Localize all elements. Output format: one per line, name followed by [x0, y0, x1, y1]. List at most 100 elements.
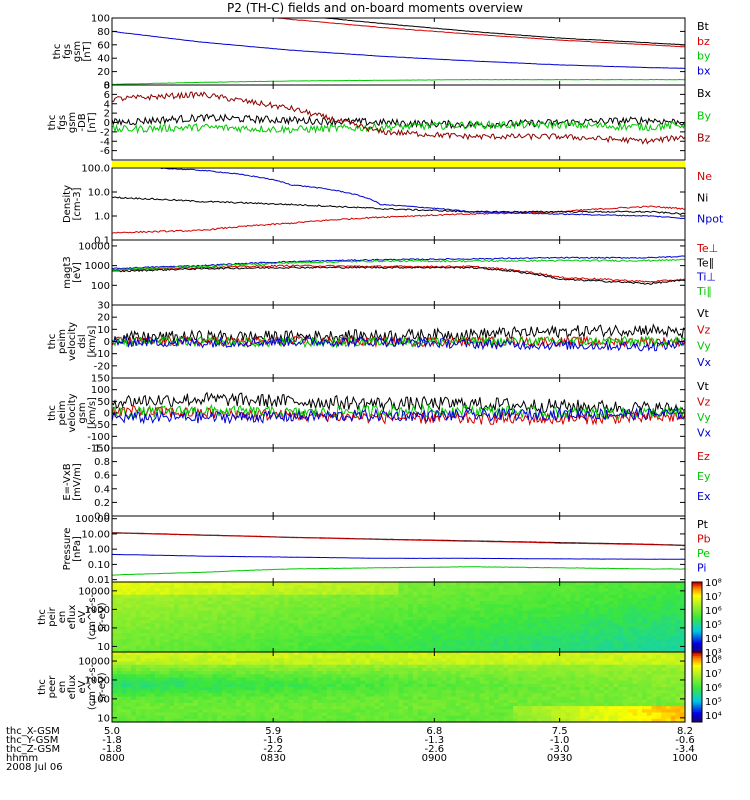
spectrogram-cell [159, 620, 166, 624]
spectrogram-cell [517, 652, 524, 656]
spectrogram-cell [298, 652, 304, 656]
spectrogram-cell [431, 655, 438, 659]
spectrogram-cell [403, 585, 409, 589]
spectrogram-cell [503, 667, 509, 672]
spectrogram-cell [632, 642, 638, 647]
spectrogram-cell [384, 613, 390, 618]
spectrogram-cell [326, 715, 333, 720]
spectrogram-cell [202, 648, 209, 653]
spectrogram-cell [436, 607, 443, 612]
y-axis-label-line: [nPa] [72, 536, 83, 562]
spectrogram-cell [441, 639, 447, 644]
spectrogram-cell [637, 604, 643, 609]
spectrogram-cell [536, 588, 543, 593]
yellow-status-bar-layer [112, 161, 685, 167]
spectrogram-cell [164, 645, 170, 650]
spectrogram-cell [264, 712, 271, 717]
spectrogram-cell [131, 601, 137, 605]
spectrogram-cell [570, 623, 576, 628]
spectrogram-cell [431, 690, 438, 694]
series-line-Vt [112, 391, 685, 418]
spectrogram-cell [336, 632, 342, 637]
spectrogram-cell [503, 677, 509, 682]
spectrogram-cell [398, 591, 404, 596]
spectrogram-cell [207, 664, 213, 669]
spectrogram-cell [236, 715, 242, 720]
spectrogram-cell [513, 594, 519, 599]
spectrogram-cell [536, 693, 543, 698]
spectrogram-cell [345, 702, 352, 707]
spectrogram-cell [446, 597, 452, 602]
spectrogram-cell [288, 680, 295, 685]
spectrogram-cell [283, 652, 290, 656]
spectrogram-cell [317, 601, 323, 605]
spectrogram-cell [174, 591, 180, 596]
spectrogram-cell [150, 648, 156, 653]
spectrogram-cell [546, 693, 552, 698]
spectrogram-cell [279, 658, 285, 663]
spectrogram-cell [164, 632, 170, 637]
spectrogram-cell [322, 597, 328, 602]
spectrogram-cell [398, 645, 404, 650]
spectrogram-cell [307, 620, 314, 624]
spectrogram-cell [575, 607, 581, 612]
spectrogram-cell [474, 597, 481, 602]
spectrogram-cell [245, 712, 252, 717]
spectrogram-cell [451, 687, 457, 691]
spectrogram-cell [594, 623, 600, 628]
spectrogram-cell [279, 709, 285, 714]
spectrogram-cell [474, 594, 481, 599]
spectrogram-cell [532, 594, 538, 599]
spectrogram-cell [140, 696, 147, 701]
spectrogram-cell [536, 636, 543, 640]
spectrogram-cell [140, 591, 147, 596]
spectrogram-cell [513, 655, 519, 659]
spectrogram-cell [345, 696, 352, 701]
spectrogram-cell [441, 626, 447, 631]
spectrogram-cell [470, 642, 476, 647]
spectrogram-cell [384, 642, 390, 647]
spectrogram-cell [150, 715, 156, 720]
spectrogram-cell [527, 677, 533, 682]
y-tick-label: 10.00 [81, 529, 110, 540]
spectrogram-cell [217, 588, 223, 593]
spectrogram-cell [202, 667, 209, 672]
spectrogram-cell [670, 642, 677, 647]
spectrogram-cell [384, 601, 390, 605]
spectrogram-cell [527, 658, 533, 663]
spectrogram-cell [245, 594, 252, 599]
spectrogram-cell [427, 658, 433, 663]
spectrogram-cell [116, 693, 123, 698]
spectrogram-cell [508, 677, 514, 682]
spectrogram-cell [317, 623, 323, 628]
spectrogram-cell [145, 674, 151, 679]
spectrogram-cell [522, 617, 529, 621]
spectrogram-cell [126, 620, 132, 624]
spectrogram-cell [212, 677, 218, 682]
spectrogram-cell [374, 632, 381, 637]
spectrogram-cell [489, 610, 495, 615]
spectrogram-cell [479, 702, 486, 707]
spectrogram-cell [527, 693, 533, 698]
spectrogram-cell [651, 626, 657, 631]
spectrogram-cell [260, 658, 266, 663]
spectrogram-cell [164, 591, 170, 596]
spectrogram-cell [317, 671, 323, 675]
spectrogram-cell [436, 690, 443, 694]
spectrogram-cell [274, 591, 280, 596]
spectrogram-cell [594, 636, 600, 640]
spectrogram-cell [374, 693, 381, 698]
spectrogram-cell [183, 582, 190, 586]
spectrogram-cell [408, 658, 414, 663]
spectrogram-cell [575, 585, 581, 589]
spectrogram-cell [494, 601, 500, 605]
spectrogram-cell [427, 594, 433, 599]
spectrogram-cell [307, 597, 314, 602]
spectrogram-cell [245, 585, 252, 589]
spectrogram-cell [460, 652, 466, 656]
spectrogram-cell [212, 680, 218, 685]
spectrogram-cell [665, 601, 672, 605]
spectrogram-cell [154, 632, 161, 637]
spectrogram-cell [484, 585, 490, 589]
